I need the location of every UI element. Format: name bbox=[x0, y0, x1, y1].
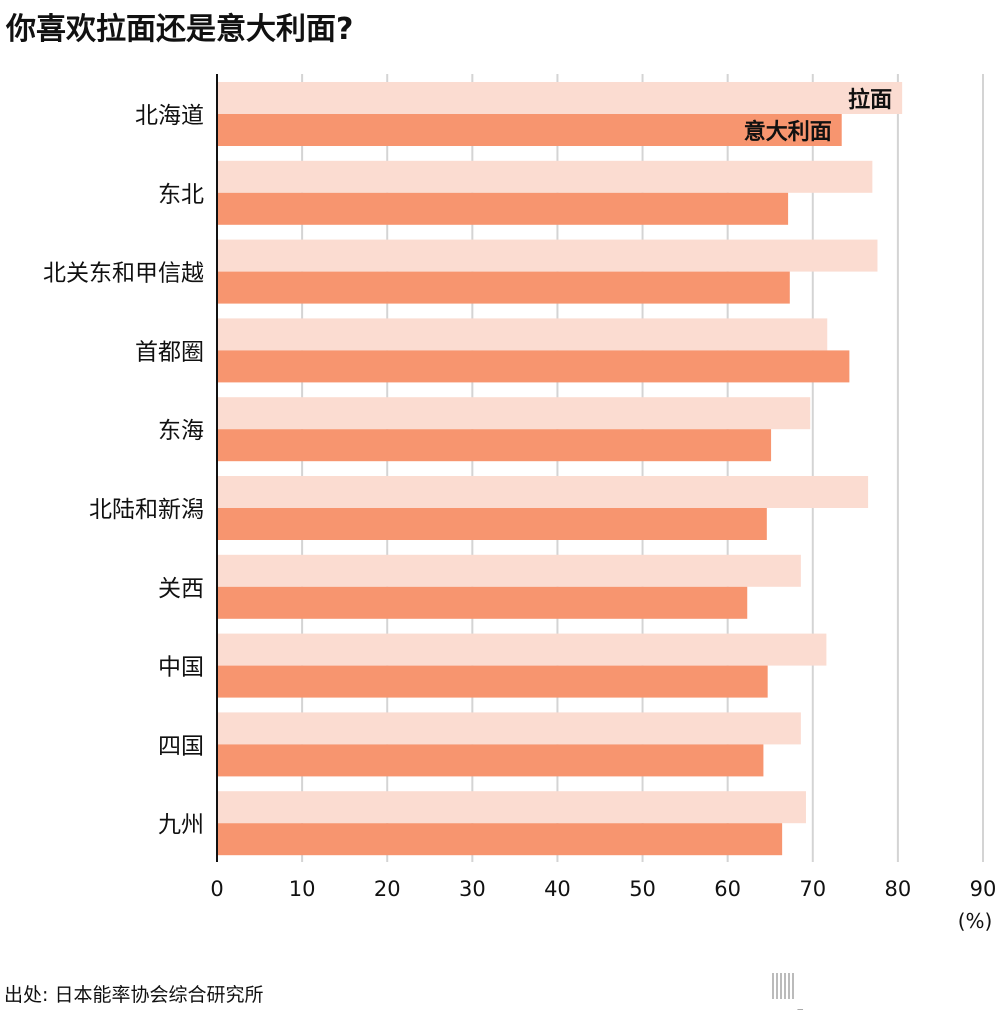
category-label: 东海 bbox=[158, 418, 204, 444]
category-label: 九州 bbox=[158, 812, 204, 838]
category-label: 东北 bbox=[158, 182, 204, 208]
bar-ramen bbox=[217, 554, 801, 587]
bar-pasta bbox=[217, 271, 790, 304]
x-tick-label: 90 bbox=[970, 877, 997, 901]
category-label: 北陆和新潟 bbox=[89, 497, 204, 523]
logo-mark-icon bbox=[772, 973, 794, 999]
x-tick-label: 50 bbox=[629, 877, 656, 901]
x-tick-label: 10 bbox=[289, 877, 316, 901]
bar-pasta bbox=[217, 350, 850, 383]
x-tick-label: 40 bbox=[544, 877, 571, 901]
bar-pasta bbox=[217, 429, 772, 462]
x-unit-label: (%) bbox=[958, 909, 993, 933]
bar-pasta bbox=[217, 114, 842, 146]
x-tick-label: 20 bbox=[374, 877, 401, 901]
chart-title: 你喜欢拉面还是意大利面? bbox=[6, 12, 354, 47]
x-tick-label: 80 bbox=[885, 877, 912, 901]
bar-ramen bbox=[217, 318, 828, 351]
bar-ramen bbox=[217, 791, 806, 824]
bar-ramen bbox=[217, 712, 801, 745]
bar-ramen bbox=[217, 160, 873, 193]
legend-label: 拉面 bbox=[848, 87, 892, 113]
bar-ramen bbox=[217, 476, 869, 508]
bar-ramen bbox=[217, 633, 827, 666]
bar-pasta bbox=[217, 508, 767, 540]
bar-pasta bbox=[217, 586, 748, 619]
source-note: 出处: 日本能率协会综合研究所 bbox=[4, 984, 264, 1006]
x-tick-label: 30 bbox=[459, 877, 486, 901]
category-label: 关西 bbox=[158, 576, 204, 602]
bar-pasta bbox=[217, 665, 768, 698]
category-label: 中国 bbox=[158, 655, 204, 681]
category-label: 北海道 bbox=[135, 103, 204, 129]
nippon-logo: nippon.com bbox=[772, 966, 1000, 1010]
category-label: 北关东和甲信越 bbox=[43, 261, 204, 287]
bar-pasta bbox=[217, 192, 789, 225]
x-tick-label: 60 bbox=[714, 877, 741, 901]
bar-ramen bbox=[217, 397, 811, 430]
bar-ramen bbox=[217, 82, 903, 114]
x-tick-label: 0 bbox=[210, 877, 223, 901]
category-label: 四国 bbox=[158, 733, 204, 759]
bar-ramen bbox=[217, 239, 878, 272]
bar-pasta bbox=[217, 823, 783, 856]
legend-label: 意大利面 bbox=[744, 119, 832, 145]
x-tick-label: 70 bbox=[799, 877, 826, 901]
category-label: 首都圈 bbox=[135, 339, 204, 365]
bar-pasta bbox=[217, 744, 764, 777]
